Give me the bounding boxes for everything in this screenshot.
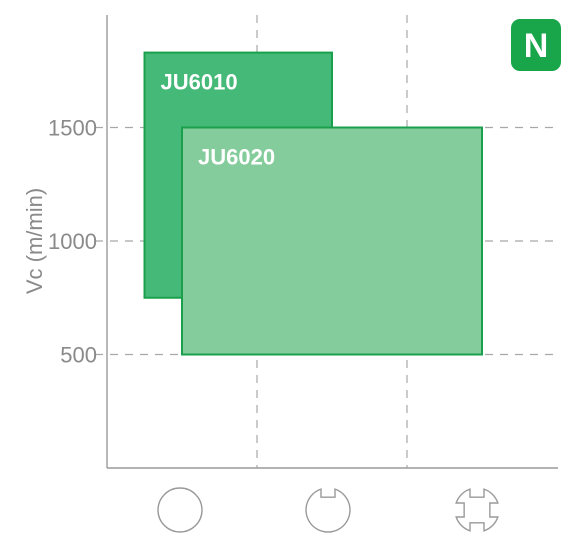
category-icons xyxy=(157,487,499,533)
range-box-ju6020 xyxy=(181,126,483,356)
axes xyxy=(106,15,558,469)
range-label-ju6010: JU6010 xyxy=(161,70,238,95)
notched-circle-icon xyxy=(305,488,351,533)
y-axis-title: Vc (m/min) xyxy=(22,188,47,294)
y-tick-label-1500: 1500 xyxy=(48,116,97,141)
data-boxes: JU6010 JU6020 xyxy=(143,51,483,356)
y-tick-label-1000: 1000 xyxy=(48,229,97,254)
y-tick-labels: 500 1000 1500 xyxy=(48,116,97,368)
n-badge: N xyxy=(511,19,561,71)
y-tick-label-500: 500 xyxy=(60,343,97,368)
n-badge-background xyxy=(511,19,561,71)
cross-interrupted-icon xyxy=(455,488,499,532)
circle-icon xyxy=(157,487,203,533)
n-badge-label: N xyxy=(524,27,549,65)
range-label-ju6020: JU6020 xyxy=(198,145,275,170)
